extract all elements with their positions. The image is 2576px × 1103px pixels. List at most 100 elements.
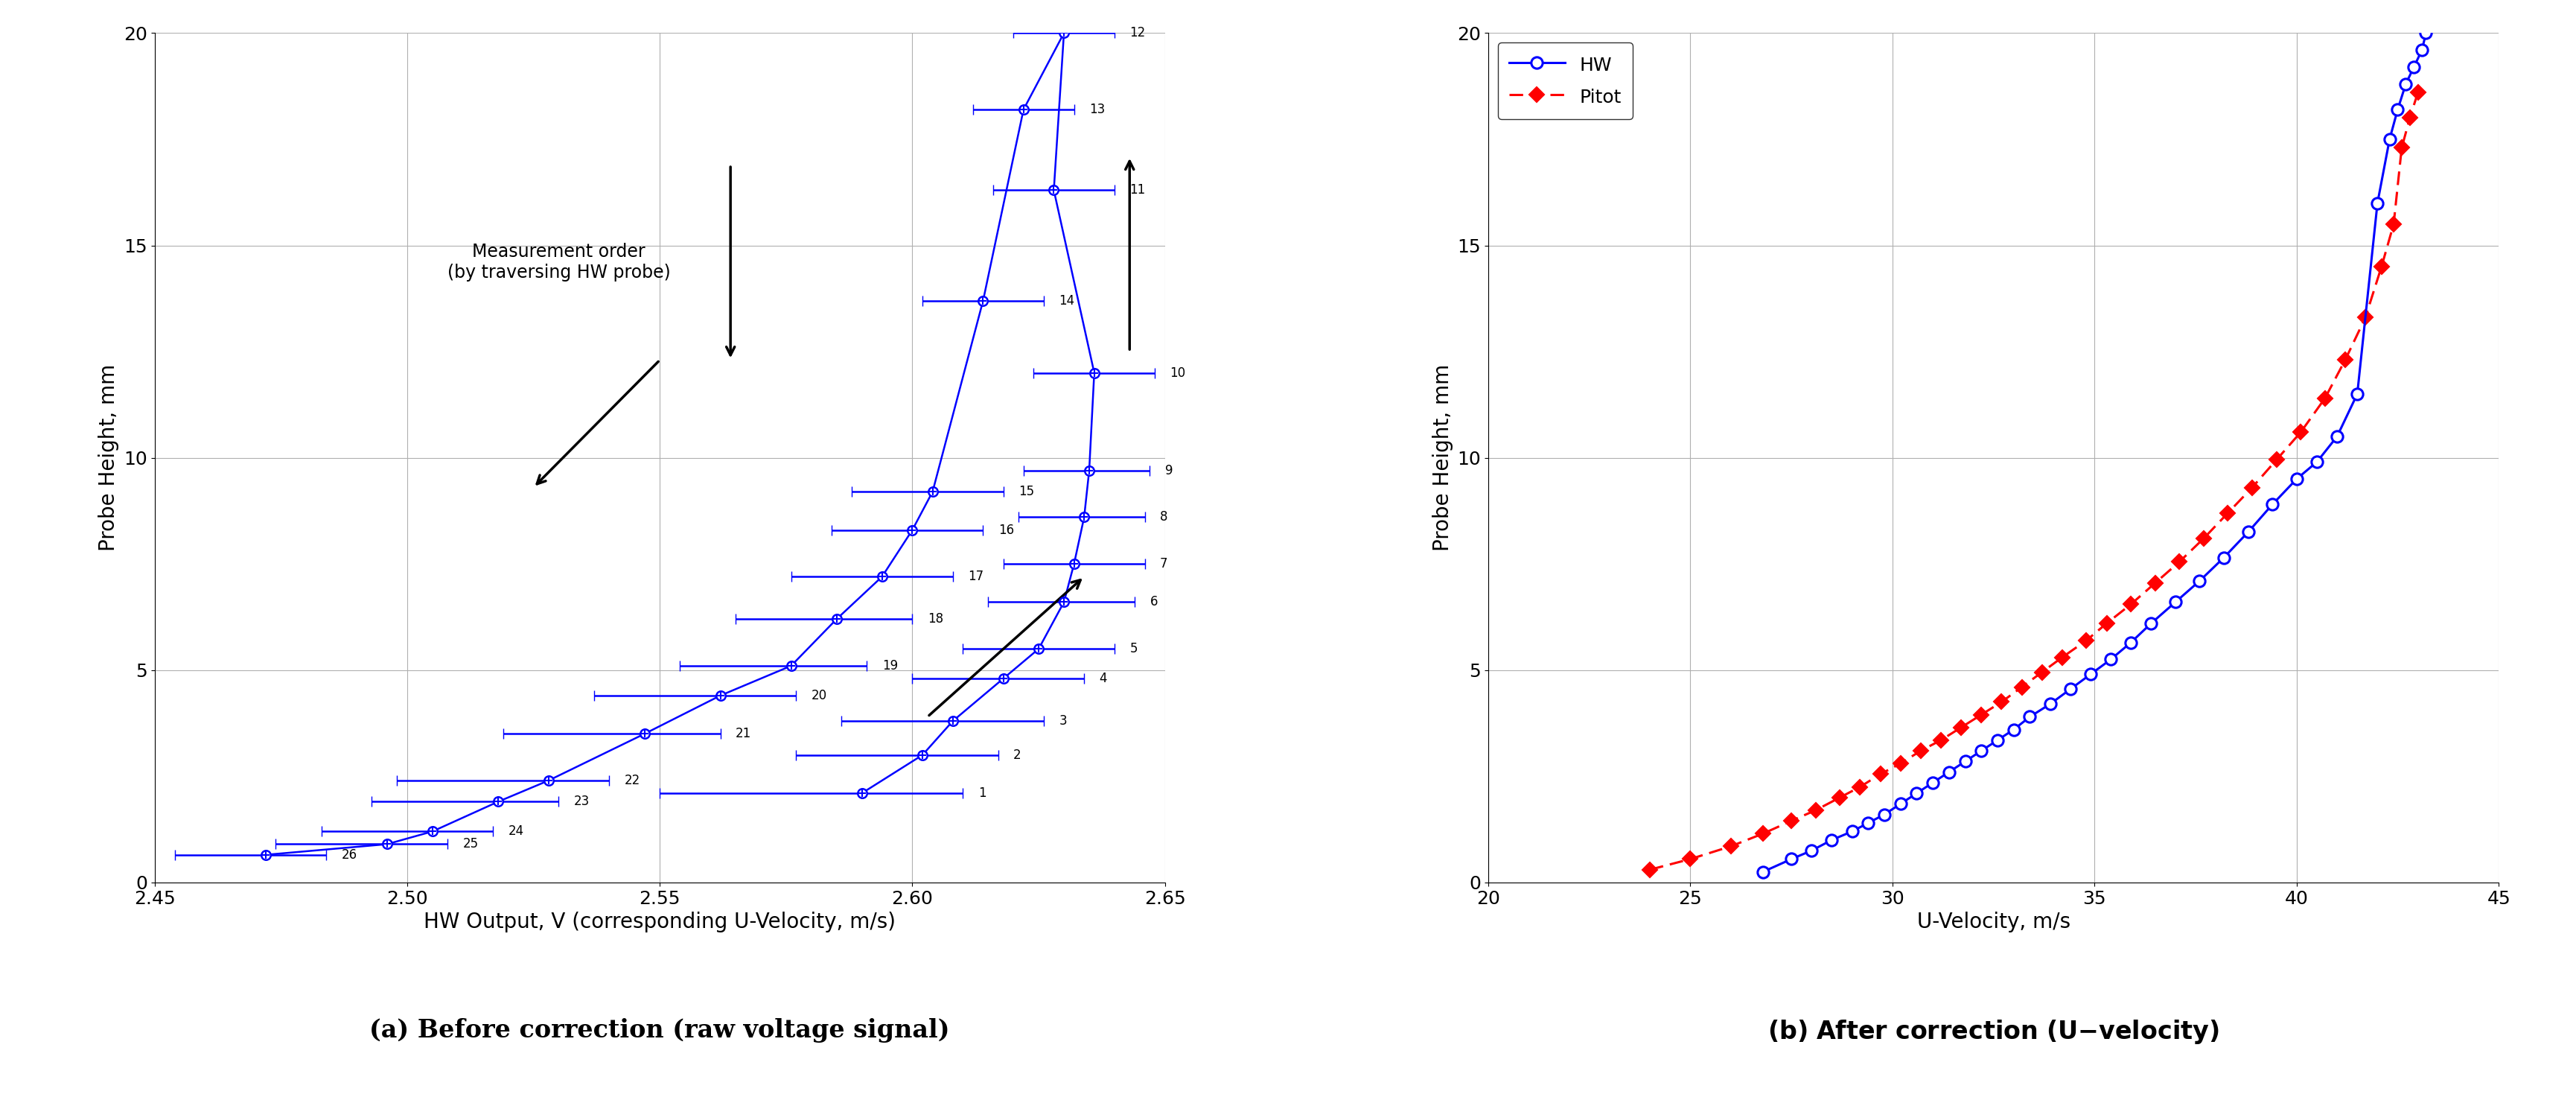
Pitot (2367, 260, 2398, 274)
Pitot (2071, 634, 2102, 647)
HW (2233, 525, 2264, 538)
Pitot (2311, 392, 2342, 405)
Pitot (2141, 577, 2172, 590)
Text: 18: 18 (927, 612, 943, 625)
Pitot (2187, 532, 2218, 545)
Text: 19: 19 (881, 660, 899, 673)
Pitot (2393, 111, 2424, 125)
HW (1775, 853, 1806, 866)
Text: 8: 8 (1159, 511, 1167, 524)
HW (2208, 550, 2239, 564)
Text: 7: 7 (1159, 557, 1167, 570)
HW (2076, 667, 2107, 681)
HW (1950, 754, 1981, 768)
Text: 3: 3 (1059, 715, 1066, 728)
Pitot (2007, 681, 2038, 694)
Text: (a) Before correction (raw voltage signal): (a) Before correction (raw voltage signa… (368, 1018, 951, 1042)
HW (1965, 745, 1996, 758)
HW (2115, 635, 2146, 649)
Text: 16: 16 (999, 523, 1015, 537)
Text: 24: 24 (507, 825, 523, 838)
HW (2159, 596, 2190, 609)
Text: 4: 4 (1100, 672, 1108, 685)
Pitot (2385, 141, 2416, 154)
Pitot (1906, 745, 1937, 758)
Pitot (1801, 804, 1832, 817)
HW (2056, 683, 2087, 696)
Pitot (1865, 768, 1896, 781)
HW (2342, 387, 2372, 400)
Pitot (1636, 863, 1667, 876)
Text: 21: 21 (737, 727, 752, 740)
Text: 15: 15 (1018, 485, 1033, 499)
HW (2406, 43, 2437, 56)
Text: 12: 12 (1131, 26, 1146, 40)
HW (1747, 865, 1777, 878)
HW (1935, 765, 1965, 779)
Pitot (2262, 453, 2293, 467)
Text: 25: 25 (464, 837, 479, 850)
HW (2375, 132, 2406, 146)
Pitot (2403, 86, 2434, 99)
HW (1837, 825, 1868, 838)
HW (1886, 797, 1917, 811)
Pitot (1886, 757, 1917, 770)
HW (2184, 575, 2215, 588)
HW (1816, 834, 1847, 847)
HW (2094, 653, 2125, 666)
Text: 17: 17 (969, 570, 984, 583)
HW (2321, 430, 2352, 443)
Pitot (1986, 695, 2017, 708)
Pitot (1775, 814, 1806, 827)
Text: 13: 13 (1090, 103, 1105, 116)
Pitot (1674, 853, 1705, 866)
Pitot (2115, 598, 2146, 611)
Pitot (1844, 780, 1875, 793)
Text: 20: 20 (811, 689, 827, 703)
Text: 1: 1 (979, 786, 987, 800)
HW (1870, 807, 1901, 821)
Pitot (1924, 733, 1955, 747)
HW (2411, 26, 2442, 40)
HW (1901, 786, 1932, 800)
Legend: HW, Pitot: HW, Pitot (1497, 42, 1633, 119)
HW (2035, 697, 2066, 710)
X-axis label: HW Output, V (corresponding U-Velocity, m/s): HW Output, V (corresponding U-Velocity, … (425, 912, 896, 932)
Pitot (1824, 791, 1855, 804)
Text: 14: 14 (1059, 293, 1074, 308)
Pitot (2164, 555, 2195, 568)
Pitot (1716, 839, 1747, 853)
Pitot (2213, 506, 2244, 520)
Text: 2: 2 (1012, 748, 1020, 762)
Pitot (1945, 720, 1976, 733)
Text: $\mathbf{(b)}$ $\mathbf{After\ correction\ (}$$\mathit{\mathbf{U}}$$\mathbf{-vel: $\mathbf{(b)}$ $\mathbf{After\ correctio… (1767, 1018, 2221, 1046)
HW (1981, 733, 2012, 747)
HW (2136, 617, 2166, 630)
Line: HW: HW (1757, 28, 2432, 878)
Text: 10: 10 (1170, 366, 1185, 379)
Text: 11: 11 (1131, 183, 1146, 197)
Pitot (2329, 353, 2360, 366)
Pitot (2349, 311, 2380, 324)
Text: 23: 23 (574, 795, 590, 808)
HW (2282, 472, 2313, 485)
HW (1795, 844, 1826, 857)
HW (1852, 816, 1883, 829)
Pitot (2285, 426, 2316, 439)
Pitot (2378, 217, 2409, 231)
Text: 9: 9 (1164, 463, 1172, 478)
HW (2257, 497, 2287, 511)
Line: Pitot: Pitot (1646, 87, 2424, 875)
HW (2300, 456, 2331, 469)
HW (2398, 61, 2429, 74)
Text: 5: 5 (1131, 642, 1139, 655)
HW (2391, 77, 2421, 90)
Y-axis label: Probe Height, mm: Probe Height, mm (1432, 364, 1453, 552)
Text: Measurement order
(by traversing HW probe): Measurement order (by traversing HW prob… (448, 243, 670, 281)
Pitot (2236, 481, 2267, 494)
Pitot (1747, 827, 1777, 840)
HW (1917, 777, 1947, 790)
Text: 26: 26 (343, 848, 358, 861)
Pitot (2092, 617, 2123, 630)
Pitot (2027, 665, 2058, 678)
